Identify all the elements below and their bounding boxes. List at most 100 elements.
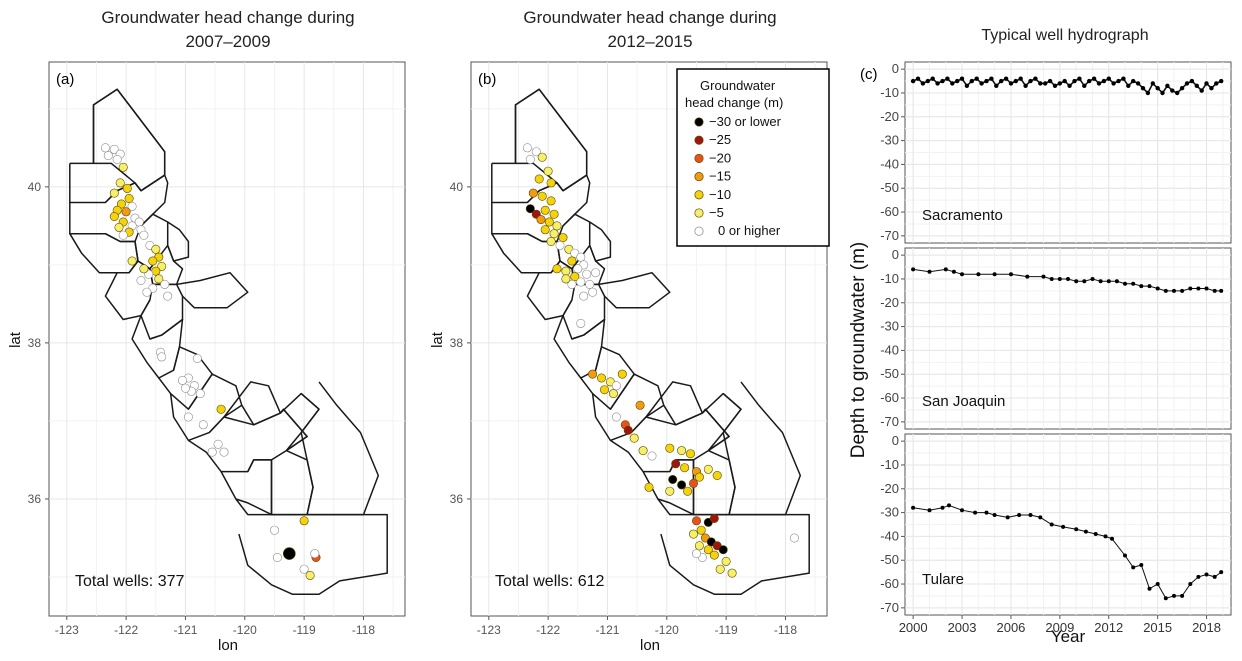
panel-a-xlabel: lon [218,637,238,654]
hydrograph-point [1147,586,1152,591]
panel-a-well-point [115,178,125,188]
hydrograph-point [1106,279,1111,284]
hydrograph-point [1139,563,1144,567]
panel-b-well-point [543,166,553,176]
panel-b-county-boundary [645,381,704,426]
hydrograph-tick-label-x: 2006 [996,620,1025,635]
legend-swatch [694,208,704,218]
hydrograph-point [984,78,989,84]
hydrograph-point [1074,527,1079,532]
panel-a-well-point [195,389,205,399]
hydrograph-point [1077,76,1082,81]
hydrograph-point [1038,515,1043,520]
panel-b-well-point [611,381,621,391]
hydrograph-point [1196,286,1201,291]
panel-b-well-point [608,389,618,399]
hydrograph-point [1028,78,1033,84]
panel-b: Groundwater head change during 2012–2015… [429,8,830,654]
panel-a-well-point [157,352,167,362]
panel-b-well-point [576,318,586,328]
panel-b-well-point [546,196,556,206]
hydrograph-point [1025,274,1030,279]
hydrograph-point [1140,86,1146,91]
panel-a-well-point [160,279,170,289]
hydrograph-point [1204,81,1209,86]
panel-a-ylabel: lat [7,331,24,348]
panel-a-tick-label-x: -118 [352,623,375,637]
hydrograph-point [1009,272,1013,277]
hydrograph-point [979,81,984,86]
hydrograph-point [940,78,945,84]
panel-a-well-point [109,188,119,198]
hydrograph-point [1005,515,1010,520]
hydrograph-point [1116,78,1121,84]
hydrograph-point [1074,279,1079,284]
hydrograph-tick-label-y: -60 [880,390,899,405]
panel-b-tick-label-x: -120 [655,623,679,637]
hydrograph-point [1175,90,1180,96]
hydrograph-point [1028,513,1033,517]
hydrograph-point [940,505,945,510]
panel-b-well-point [591,268,601,278]
hydrograph-tick-label-x: 2000 [899,620,928,635]
hydrograph-region-label: Tulare [922,571,964,588]
hydrograph-point [1126,83,1131,89]
panel-b-xlabel: lon [640,637,660,654]
hydrograph-point [960,508,964,513]
panel-b-well-point [582,269,592,279]
panel-b-well-point [638,446,648,456]
hydrograph-point [911,267,916,272]
hydrograph-point [1098,279,1103,284]
hydrograph-point [1057,81,1063,86]
hydrograph-point [1003,76,1009,81]
panel-b-well-point [668,474,678,484]
panel-b-well-point [549,229,559,239]
panel-a-well-point [121,207,131,217]
panel-a-well-point [127,256,137,266]
hydrograph-point [1194,83,1200,89]
panel-b-well-point [588,369,598,379]
hydrograph-point [1062,78,1067,84]
hydrograph-point [1082,279,1087,284]
panel-a-well-point [154,274,164,284]
hydrograph-tick-label-y: 0 [892,61,899,76]
hydrograph-point [1111,81,1116,86]
hydrograph-point [1172,288,1176,293]
hydrograph-tick-label-y: -60 [880,204,899,219]
panel-a-well-point [272,552,282,562]
panel-a-label: (a) [56,71,74,88]
hydrograph-tick-label-x: 2015 [1143,620,1172,635]
hydrograph-point [1013,78,1018,84]
panel-b-well-point [525,155,535,165]
hydrograph-point [959,76,965,81]
panel-b-well-point [688,478,698,488]
hydrograph-point [1196,574,1201,579]
hydrograph-point [951,269,956,274]
panel-b-tick-label-y: 36 [450,492,464,506]
panel-a-well-point [282,547,296,560]
hydrograph-point [1131,565,1136,570]
panel-a-well-point [219,447,229,457]
hydrograph-point [1189,78,1195,84]
panel-a-well-point [299,516,309,526]
panel-b-tick-label-y: 40 [450,180,464,194]
panel-b-well-point [665,443,675,453]
hydrograph-point [992,272,997,277]
hydrograph-point [947,503,951,508]
hydrograph-point [1101,78,1107,84]
hydrograph-point [1219,288,1224,293]
hydrograph-point [1131,281,1136,286]
panel-b-well-point [579,291,589,301]
panel-b-well-point [540,205,550,215]
panel-b-well-point [546,237,556,247]
hydrograph-point [1155,86,1160,91]
panel-b-well-point [537,152,547,162]
hydrograph-point [976,272,981,277]
hydrograph-tick-label-x: 2003 [948,620,977,635]
panel-b-tick-label-x: -121 [595,623,619,637]
panel-c-title: Typical well hydrograph [981,27,1148,44]
panel-a-well-point [116,199,126,209]
panel-b-well-point [599,385,609,395]
hydrograph-point [1043,81,1048,86]
hydrograph-point [1066,277,1070,281]
